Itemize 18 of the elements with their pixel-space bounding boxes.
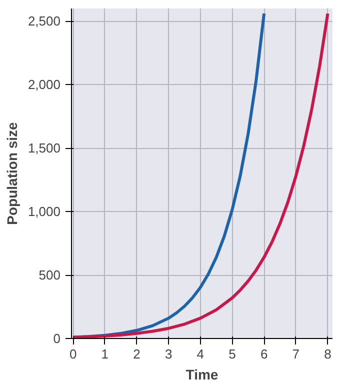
x-tick-label: 3 <box>164 346 172 362</box>
x-tick-label: 4 <box>196 346 204 362</box>
x-tick-label: 8 <box>324 346 332 362</box>
x-tick-label: 0 <box>69 346 77 362</box>
x-axis-title: Time <box>186 366 218 382</box>
y-tick-label: 1,000 <box>28 204 61 220</box>
y-tick-label: 2,500 <box>28 14 61 29</box>
x-tick-label: 5 <box>228 346 236 362</box>
x-tick-label: 2 <box>133 346 140 362</box>
y-tick-label: 500 <box>38 268 61 283</box>
y-tick-label: 0 <box>53 331 61 346</box>
x-tick-label: 1 <box>101 346 109 362</box>
y-tick-label: 2,000 <box>28 77 61 92</box>
y-axis-title: Population size <box>4 122 20 225</box>
y-tick-label: 1,500 <box>28 140 61 156</box>
x-tick-label: 7 <box>292 346 300 362</box>
x-tick-label: 6 <box>260 346 268 362</box>
line-series <box>72 12 330 338</box>
